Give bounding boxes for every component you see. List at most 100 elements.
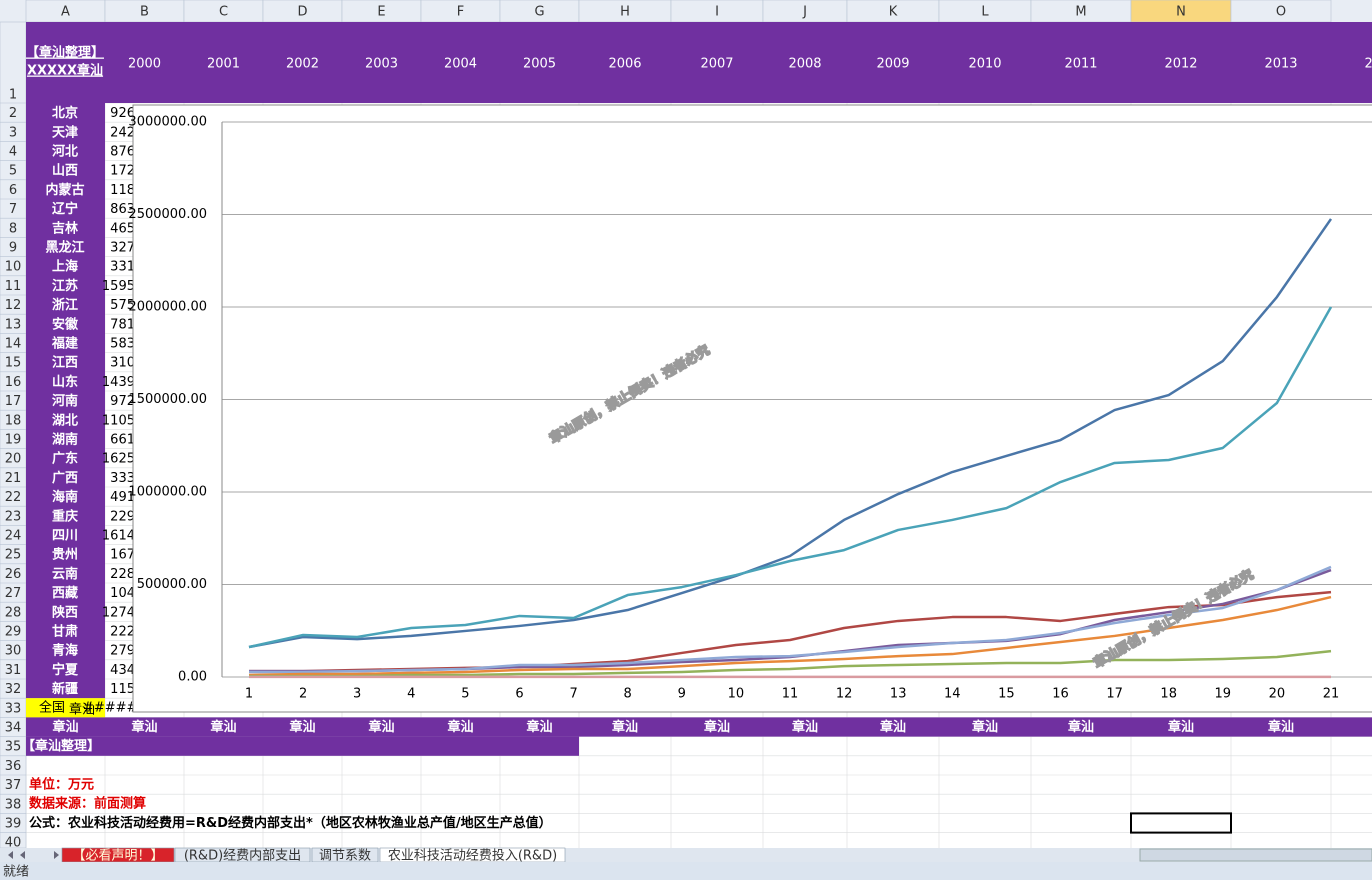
province-name: 福建 — [51, 336, 78, 352]
year-header: 2003 — [365, 57, 398, 72]
province-name: 广东 — [52, 451, 78, 467]
x-tick-label: 9 — [678, 687, 686, 702]
province-name: 江苏 — [52, 278, 78, 294]
province-name: 河南 — [52, 393, 78, 409]
x-tick-label: 1 — [245, 687, 253, 702]
cell-value: 1614 — [102, 529, 135, 544]
tag: 章汕 — [526, 719, 552, 735]
tag: 章汕 — [880, 719, 906, 735]
row-number: 10 — [5, 260, 22, 275]
row-number: 39 — [5, 817, 22, 832]
cell-value: 327 — [110, 241, 135, 256]
tag: 章汕 — [447, 719, 473, 735]
province-name: 海南 — [52, 489, 78, 505]
tag: 章汕 — [52, 719, 78, 735]
y-tick-label: 500000.00 — [137, 577, 207, 592]
row-number: 22 — [5, 490, 22, 505]
tag: 章汕 — [612, 719, 638, 735]
chart-area — [132, 104, 1372, 713]
row-number: 27 — [5, 586, 22, 601]
y-tick-label: 2000000.00 — [128, 300, 207, 315]
x-tick-label: 11 — [782, 687, 799, 702]
province-name: 云南 — [52, 566, 78, 582]
column-header-label: N — [1176, 5, 1186, 20]
province-column — [26, 103, 105, 699]
row-number: 13 — [5, 317, 22, 332]
province-name: 陕西 — [52, 604, 78, 620]
status-text: 就绪 — [3, 865, 29, 880]
sheet-tab-label[interactable]: 农业科技活动经费投入(R&D) — [388, 848, 557, 864]
row-number: 1 — [9, 88, 17, 103]
cell-value: 222 — [110, 625, 135, 640]
row-number: 12 — [5, 298, 22, 313]
tab-nav[interactable] — [8, 851, 13, 859]
y-tick-label: 2500000.00 — [128, 207, 207, 222]
row-number: 35 — [5, 740, 22, 755]
year-header: 2006 — [608, 57, 641, 72]
tag: 章汕 — [792, 719, 818, 735]
row-header-bar — [0, 21, 27, 849]
year-header: 2000 — [128, 57, 161, 72]
province-name: 江西 — [52, 355, 78, 371]
h-scrollbar[interactable] — [1139, 848, 1372, 862]
column-header-label: I — [715, 5, 719, 20]
unit-note: 单位：万元 — [29, 777, 94, 793]
row-number: 25 — [5, 548, 22, 563]
column-header-label: M — [1075, 5, 1086, 20]
sheet-tab-label[interactable]: 调节系数 — [319, 849, 371, 864]
x-tick-label: 2 — [299, 687, 307, 702]
column-header-label: B — [140, 5, 149, 20]
cell-value: 310 — [110, 356, 135, 371]
x-tick-label: 16 — [1052, 687, 1069, 702]
header-title: XXXXX章汕 — [27, 63, 103, 79]
sheet-tab-label[interactable]: 【必看声明！】 — [72, 848, 163, 864]
row-number: 38 — [5, 797, 22, 812]
row-number: 5 — [9, 164, 17, 179]
row-number: 2 — [9, 106, 17, 121]
series-line — [248, 218, 1333, 649]
tag: 章汕 — [289, 719, 315, 735]
sheet-tab-label[interactable]: (R&D)经费内部支出 — [184, 848, 301, 864]
province-name: 辽宁 — [52, 201, 78, 217]
x-tick-label: 5 — [461, 687, 469, 702]
tag: 章汕 — [972, 719, 998, 735]
province-name: 贵州 — [52, 547, 78, 563]
tag: 章汕 — [1068, 719, 1094, 735]
cell-value: 661 — [110, 433, 135, 448]
cell-value: 229 — [110, 509, 135, 524]
cell-value: 575 — [110, 298, 135, 313]
cell-value: 926 — [110, 106, 135, 121]
province-name: 山东 — [52, 374, 78, 390]
row-number: 24 — [5, 529, 22, 544]
column-header-label: K — [889, 5, 898, 20]
x-tick-label: 19 — [1215, 687, 1232, 702]
year-header: 2004 — [444, 57, 477, 72]
row-number: 18 — [5, 413, 22, 428]
cell-value: 1274 — [102, 605, 135, 620]
tab-nav[interactable] — [20, 851, 25, 859]
x-tick-label: 18 — [1160, 687, 1177, 702]
tab-nav[interactable] — [54, 851, 59, 859]
national-name: 全国 — [39, 700, 65, 716]
series-line — [249, 565, 1332, 674]
cell-value: 434 — [110, 663, 135, 678]
column-header-label: O — [1276, 5, 1286, 20]
selected-cell[interactable] — [1130, 812, 1232, 834]
row-number: 20 — [5, 452, 22, 467]
column-header-label: F — [457, 5, 464, 20]
province-name: 广西 — [52, 470, 78, 486]
y-tick-label: 0.00 — [178, 670, 207, 685]
x-tick-label: 14 — [944, 687, 961, 702]
row-number: 34 — [5, 721, 22, 736]
national-cell — [26, 698, 105, 718]
row-number: 23 — [5, 509, 22, 524]
row-number: 33 — [5, 701, 22, 716]
row-number: 21 — [5, 471, 22, 486]
year-header: 2010 — [968, 57, 1001, 72]
cell-value: 491 — [110, 490, 135, 505]
province-name: 上海 — [52, 259, 78, 275]
source-note: 数据来源：前面测算 — [29, 796, 146, 812]
x-tick-label: 8 — [624, 687, 632, 702]
province-name: 宁夏 — [52, 662, 79, 678]
